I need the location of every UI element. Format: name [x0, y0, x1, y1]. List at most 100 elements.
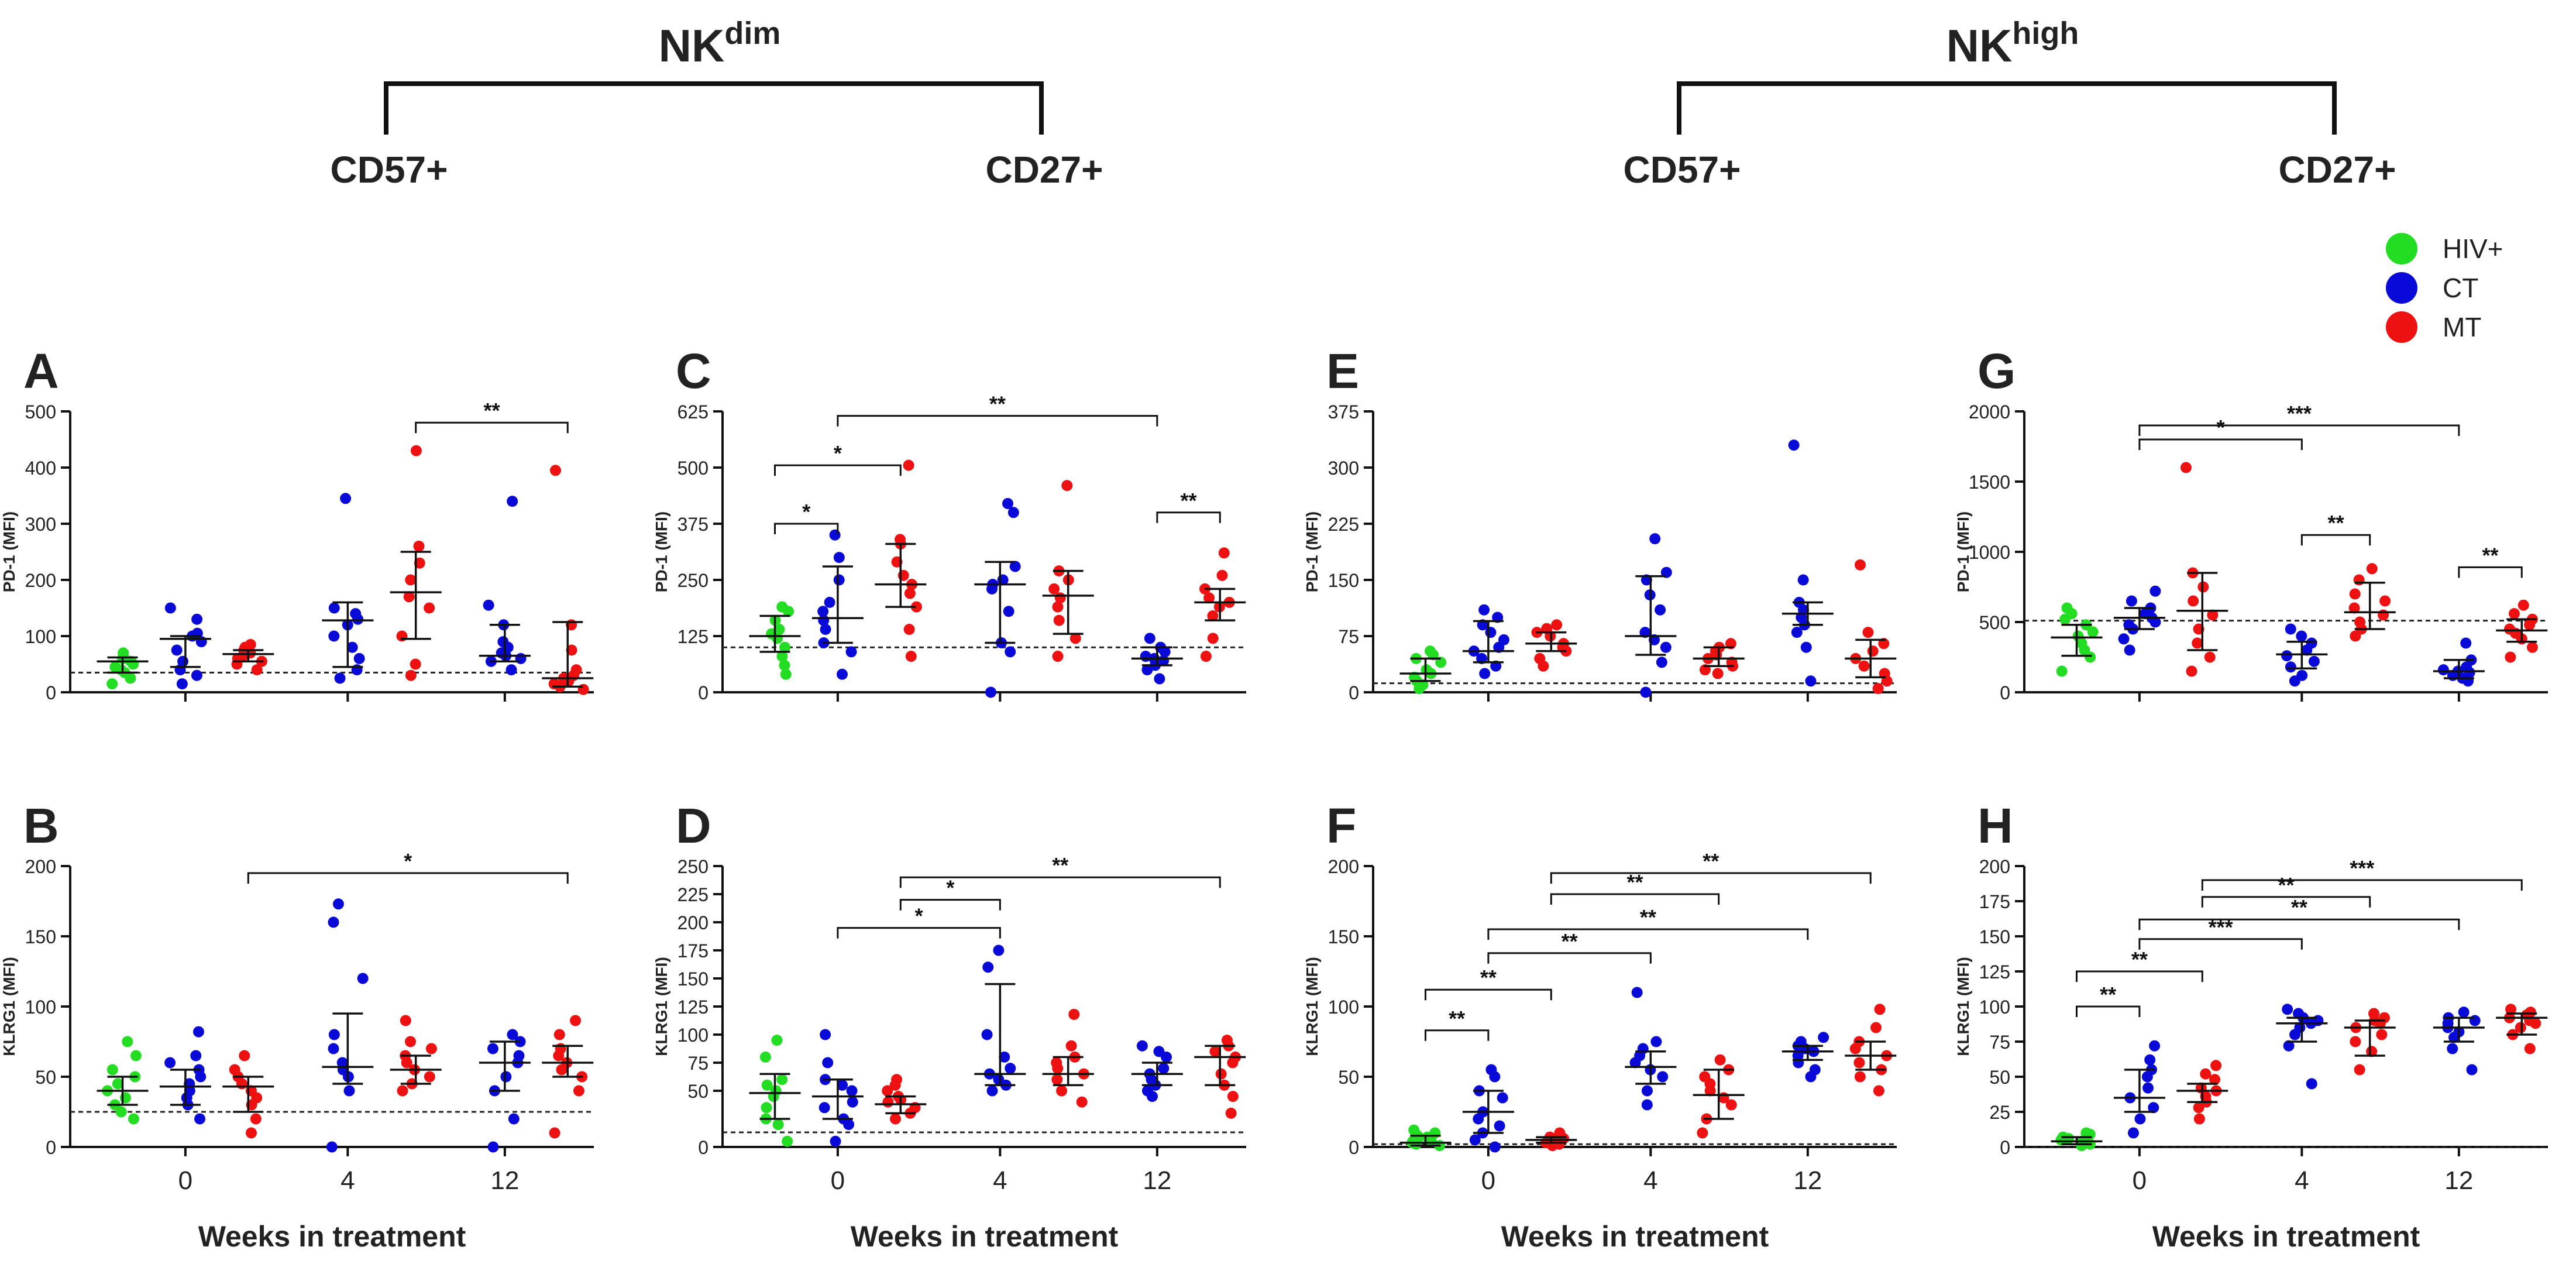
bracket-line	[1156, 511, 1221, 523]
data-point	[1052, 651, 1064, 662]
data-point	[1805, 675, 1817, 687]
data-point	[830, 1135, 841, 1147]
bracket-label: *	[946, 876, 954, 900]
subset-label-left: CD57+	[331, 149, 448, 191]
y-tick-label: 125	[1979, 961, 2010, 983]
data-point	[1854, 1071, 1866, 1083]
data-point	[403, 591, 415, 603]
data-point	[245, 1127, 257, 1139]
bracket-label: **	[1703, 849, 1719, 873]
panel-B: B KLRG1 (MFI) 0 50 100 150 200 0 4 12 Weeks in tre…	[0, 798, 594, 1253]
data-point	[513, 1050, 525, 1062]
y-tick-label: 125	[677, 997, 709, 1018]
data-point	[1429, 1127, 1441, 1139]
data-point	[177, 655, 189, 667]
significance-bracket: **	[2458, 543, 2523, 578]
data-point	[1795, 1036, 1807, 1047]
data-point	[981, 1029, 993, 1040]
legend-item: CT	[2386, 272, 2478, 304]
data-point	[2126, 595, 2137, 607]
series-MT-4	[1693, 1054, 1745, 1139]
data-point	[328, 602, 340, 614]
y-tick-label: 500	[1979, 612, 2010, 633]
data-point	[487, 1043, 498, 1055]
data-point	[993, 1074, 1005, 1086]
data-point	[2524, 1043, 2536, 1055]
data-point	[2285, 623, 2296, 635]
data-point	[779, 641, 791, 653]
data-point	[1855, 559, 1866, 571]
y-tick-label: 75	[1338, 626, 1359, 647]
bracket-line	[2138, 424, 2460, 436]
data-point	[1489, 1141, 1501, 1153]
series-MT-12	[542, 465, 594, 695]
data-point	[2378, 609, 2389, 621]
data-point	[2123, 619, 2135, 631]
data-point	[577, 683, 589, 695]
data-point	[1053, 614, 1065, 626]
data-point	[1005, 1063, 1016, 1074]
data-point	[817, 606, 829, 617]
bracket-line	[837, 415, 1158, 427]
data-point	[507, 496, 518, 507]
data-point	[353, 652, 365, 664]
bracket-line	[2300, 534, 2371, 546]
data-point	[357, 973, 369, 984]
data-point	[982, 961, 994, 973]
y-tick-label: 250	[677, 570, 709, 591]
data-point	[822, 1057, 834, 1069]
x-tick-label: 0	[178, 1166, 192, 1195]
data-point	[1158, 1063, 1170, 1074]
series-MT-0	[2176, 1060, 2228, 1125]
data-point	[2193, 1102, 2204, 1114]
data-point	[910, 601, 922, 613]
data-point	[508, 1113, 520, 1125]
group-title-sup: high	[2012, 16, 2079, 51]
data-point	[555, 1043, 566, 1055]
data-point	[1221, 1035, 1233, 1046]
bracket-line	[2138, 438, 2303, 450]
significance-bracket: **	[2300, 511, 2371, 546]
legend-marker	[2386, 311, 2417, 343]
data-point	[2283, 1040, 2295, 1052]
legend-label: MT	[2443, 312, 2481, 342]
series-MT-12	[1845, 559, 1897, 695]
data-point	[2368, 1008, 2380, 1019]
data-point	[895, 534, 906, 545]
series-MT-12	[2496, 599, 2548, 663]
data-point	[2285, 661, 2296, 673]
subset-label-right: CD27+	[2279, 149, 2396, 191]
series-MT-0	[875, 459, 927, 662]
legend-marker	[2386, 233, 2417, 265]
series-CT-12	[479, 496, 531, 676]
y-tick-label: 300	[25, 514, 56, 535]
data-point	[191, 669, 202, 681]
series-CT-12	[1131, 1040, 1183, 1102]
data-point	[1054, 592, 1066, 604]
y-tick-label: 100	[1979, 997, 2010, 1018]
data-point	[328, 916, 339, 928]
data-point	[1498, 634, 1509, 645]
data-point	[2149, 1040, 2161, 1052]
data-point	[553, 1029, 565, 1040]
data-point	[818, 1102, 830, 1114]
significance-bracket: **	[2201, 873, 2371, 908]
y-tick-label: 150	[1979, 926, 2010, 947]
panel-H: H KLRG1 (MFI) 0 25 50 75 100 125 150 175 200 0 4 12 We…	[1954, 798, 2548, 1253]
series-MT-0	[222, 638, 274, 676]
x-tick-label: 0	[2133, 1166, 2147, 1195]
data-point	[824, 596, 835, 608]
data-point	[1209, 1046, 1221, 1057]
data-point	[1791, 627, 1803, 638]
data-point	[396, 630, 408, 642]
data-point	[2056, 665, 2068, 677]
data-point	[405, 1036, 417, 1047]
data-point	[1867, 645, 1879, 657]
data-point	[164, 1057, 176, 1069]
data-point	[1007, 507, 1019, 518]
y-tick-label: 500	[25, 401, 56, 423]
data-point	[2080, 1127, 2092, 1139]
series-CT-4	[974, 944, 1026, 1097]
data-point	[1725, 1099, 1737, 1111]
data-point	[2296, 630, 2307, 642]
